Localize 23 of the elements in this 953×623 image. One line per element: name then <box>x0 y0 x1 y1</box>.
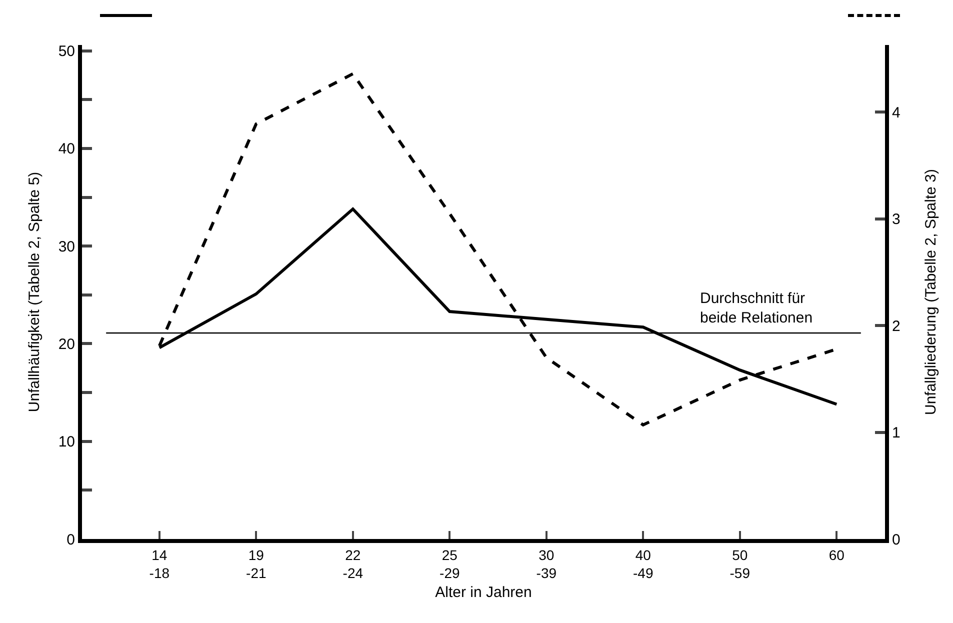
y2-tick-label: 4 <box>892 104 900 122</box>
y2-tick-label: 0 <box>892 531 900 548</box>
y-tick-label: 0 <box>66 531 75 548</box>
y2-tick-label: 2 <box>892 318 900 335</box>
ref-line-label: Durchschnitt für beide Relationen <box>700 290 813 326</box>
x-tick-label: 30 -39 <box>536 546 557 581</box>
y-tick-label: 20 <box>58 336 75 353</box>
y-tick-label: 50 <box>58 43 75 60</box>
x-tick-label: 50 -59 <box>730 546 750 581</box>
x-tick-label: 40 -49 <box>633 546 654 581</box>
x-tick-label: 19 -21 <box>246 546 266 581</box>
y2-tick-label: 1 <box>892 424 900 442</box>
x-tick-label: 22 -24 <box>342 546 364 581</box>
y-tick-label: 10 <box>58 434 75 451</box>
x-tick-label: 25 -29 <box>440 546 460 581</box>
y-tick-label: 30 <box>58 238 75 256</box>
y-tick-label: 40 <box>58 140 75 158</box>
x-tick-label: 60 <box>828 546 845 563</box>
y2-axis-title: Unfallgliederung (Tabelle 2, Spalte 3) <box>922 169 940 415</box>
y-axis-title: Unfallhäufigkeit (Tabelle 2, Spalte 5) <box>26 172 43 412</box>
y2-tick-label: 3 <box>892 211 900 228</box>
x-axis-title: Alter in Jahren <box>435 584 532 601</box>
x-tick-label: 14 -18 <box>149 546 170 581</box>
